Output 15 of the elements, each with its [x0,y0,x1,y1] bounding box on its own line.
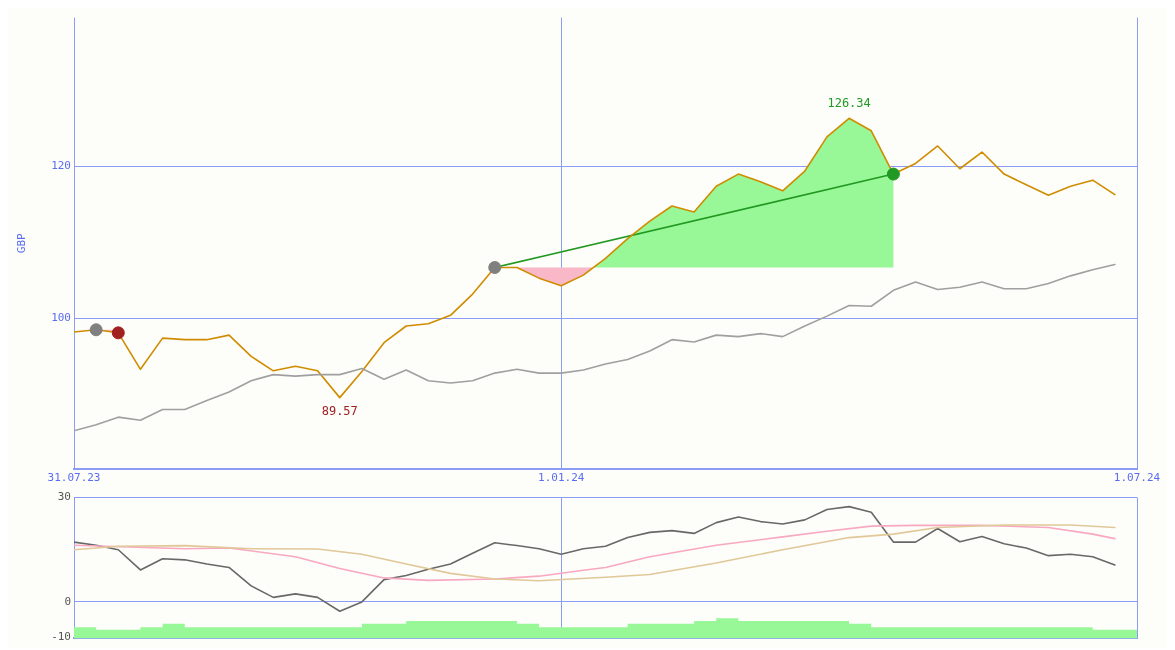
point [488,261,502,275]
y-tick-label: 120 [51,159,71,173]
y-tick-label: -10 [51,629,71,643]
x-tick-label: 1.07.24 [1113,471,1161,485]
y-tick-label: 30 [57,490,71,504]
y-tick-label: 100 [51,311,71,325]
x-tick-label: 1.01.24 [538,471,585,485]
point [89,323,103,337]
point [886,167,900,181]
point [111,326,125,340]
annotation: 89.57 [321,403,358,418]
y-axis-title: GBP [15,232,29,254]
y-tick-label: 0 [64,594,71,608]
annotation: 126.34 [827,96,871,111]
x-tick-label: 31.07.23 [47,471,101,485]
